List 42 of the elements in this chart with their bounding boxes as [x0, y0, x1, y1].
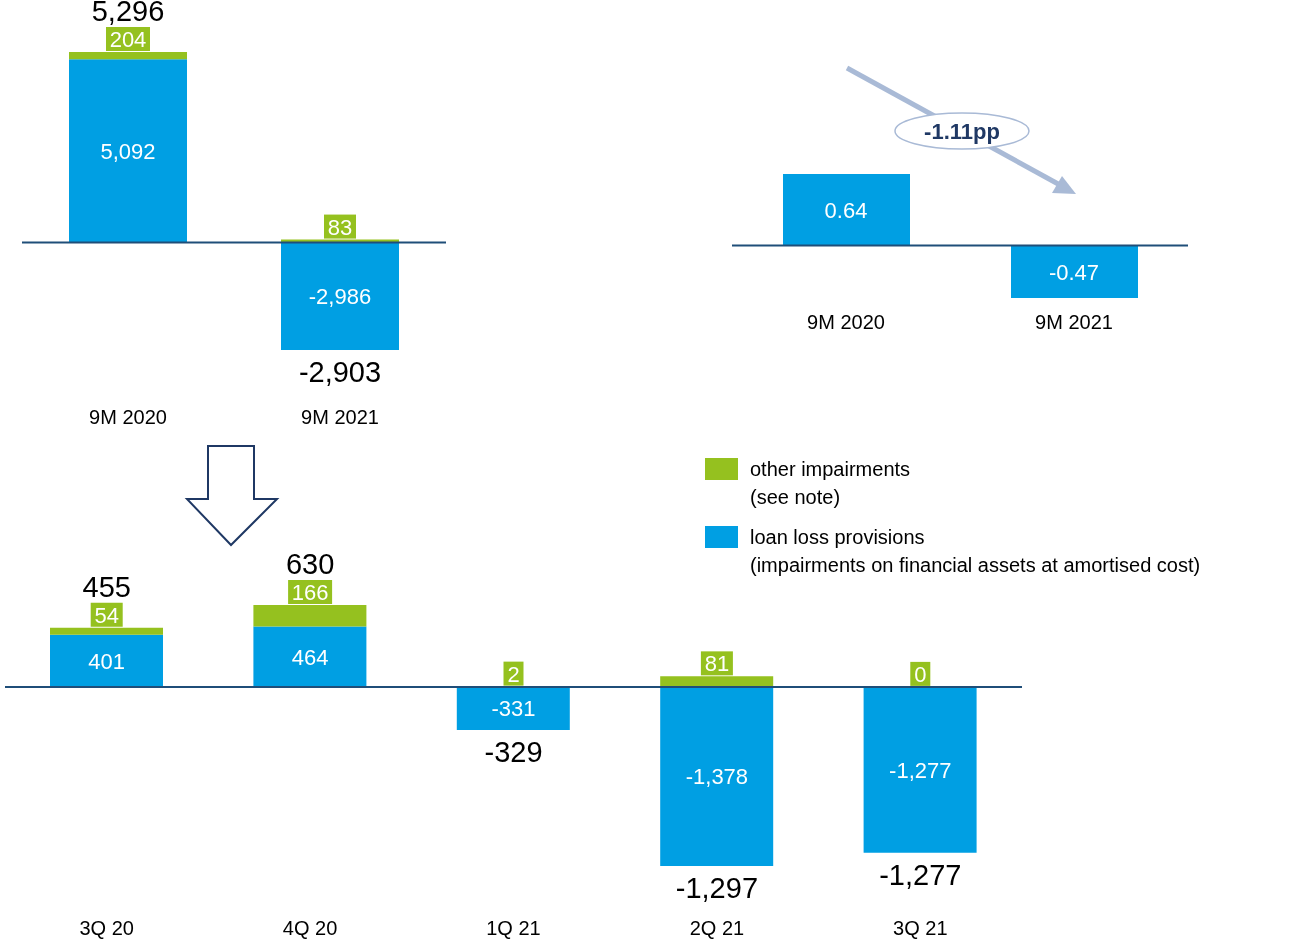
total-label: -1,297: [675, 872, 759, 904]
bar: [456, 686, 570, 730]
x-tick-label: 2Q 21: [689, 917, 745, 939]
x-tick-label: 9M 2020: [807, 311, 885, 333]
legend-label: loan loss provisions (impairments on financial assets at amortised cost): [750, 525, 1201, 578]
data-label: -0.47: [1048, 259, 1100, 285]
legend-label: other impairments (see note): [750, 457, 911, 510]
data-label: 0: [914, 661, 927, 687]
data-label: 204: [109, 27, 147, 52]
total-label: -1,277: [879, 858, 962, 891]
data-label: 401: [88, 648, 126, 674]
data-label: -2,986: [308, 284, 372, 310]
total-label: 455: [82, 570, 131, 603]
data-label: -331: [491, 696, 536, 722]
data-label: 2: [507, 661, 520, 687]
bar: [69, 59, 187, 243]
x-tick-label: 3Q 20: [79, 917, 134, 939]
data-label: 0.64: [824, 197, 868, 223]
data-label: -1,378: [685, 764, 749, 790]
total-label: 5,296: [91, 0, 165, 27]
bar: [660, 686, 774, 866]
bar: [253, 626, 367, 687]
x-tick-label: 9M 2021: [301, 406, 379, 428]
x-tick-label: 9M 2020: [89, 406, 167, 428]
x-tick-label: 3Q 21: [893, 917, 948, 939]
text: -1.11pp: [924, 119, 1000, 144]
total-label: -2,903: [298, 356, 382, 388]
data-label: 166: [291, 580, 329, 605]
data-label: 83: [327, 214, 353, 240]
total-label: -329: [484, 735, 543, 768]
x-tick-label: 4Q 20: [282, 917, 338, 939]
x-tick-label: 9M 2021: [1035, 311, 1113, 333]
data-label: 464: [291, 644, 329, 670]
data-label: -1,277: [889, 757, 952, 783]
bar: [281, 242, 399, 350]
data-label: 5,092: [100, 138, 156, 164]
data-label: 54: [94, 602, 119, 628]
bar: [863, 686, 977, 853]
bar: [50, 634, 163, 687]
x-tick-label: 1Q 21: [486, 917, 541, 939]
total-label: 630: [285, 548, 335, 580]
data-label: 81: [704, 651, 730, 677]
